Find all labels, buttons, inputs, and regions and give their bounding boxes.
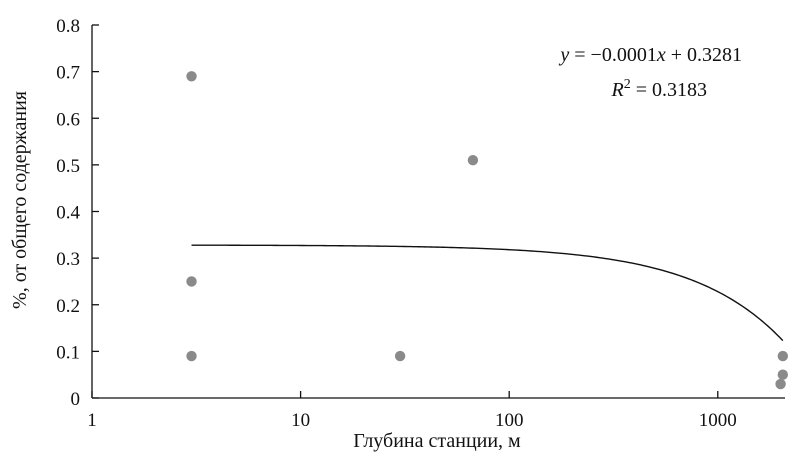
data-point bbox=[777, 350, 789, 362]
y-tick-label: 0.8 bbox=[56, 16, 80, 37]
y-ticks: 0 0.1 0.2 0.3 0.4 0.5 0.6 0.7 0.8 bbox=[56, 16, 99, 410]
y-tick-label: 0 bbox=[71, 389, 81, 410]
y-axis-label: %, от общего содержания bbox=[9, 91, 31, 309]
data-point bbox=[394, 350, 406, 362]
data-point bbox=[775, 378, 786, 390]
y-tick-label: 0.7 bbox=[56, 63, 80, 84]
x-ticks: 1 10 100 1000 bbox=[87, 391, 737, 431]
y-axis: 0 0.1 0.2 0.3 0.4 0.5 0.6 0.7 0.8 bbox=[56, 16, 99, 410]
x-axis-label: Глубина станции, м bbox=[353, 430, 521, 452]
trendline-equation: y = −0.0001x + 0.3281 bbox=[558, 44, 742, 66]
data-points bbox=[186, 71, 789, 390]
x-tick-label: 10 bbox=[291, 410, 310, 431]
x-tick-label: 100 bbox=[495, 410, 524, 431]
y-tick-label: 0.3 bbox=[56, 249, 80, 270]
y-tick-label: 0.6 bbox=[56, 109, 80, 130]
data-point bbox=[186, 276, 197, 287]
x-axis: 1 10 100 1000 bbox=[87, 391, 785, 431]
y-tick-label: 0.1 bbox=[56, 342, 80, 363]
trendline bbox=[191, 244, 784, 342]
x-tick-label: 1000 bbox=[699, 410, 737, 431]
data-point bbox=[777, 369, 789, 380]
data-point bbox=[467, 155, 479, 166]
y-tick-label: 0.4 bbox=[56, 203, 80, 224]
y-tick-label: 0.2 bbox=[56, 296, 80, 317]
data-point bbox=[186, 350, 197, 362]
x-tick-label: 1 bbox=[87, 410, 97, 431]
data-point bbox=[186, 71, 197, 82]
r-squared-label: R2 = 0.3183 bbox=[611, 77, 708, 101]
y-tick-label: 0.5 bbox=[56, 156, 80, 177]
